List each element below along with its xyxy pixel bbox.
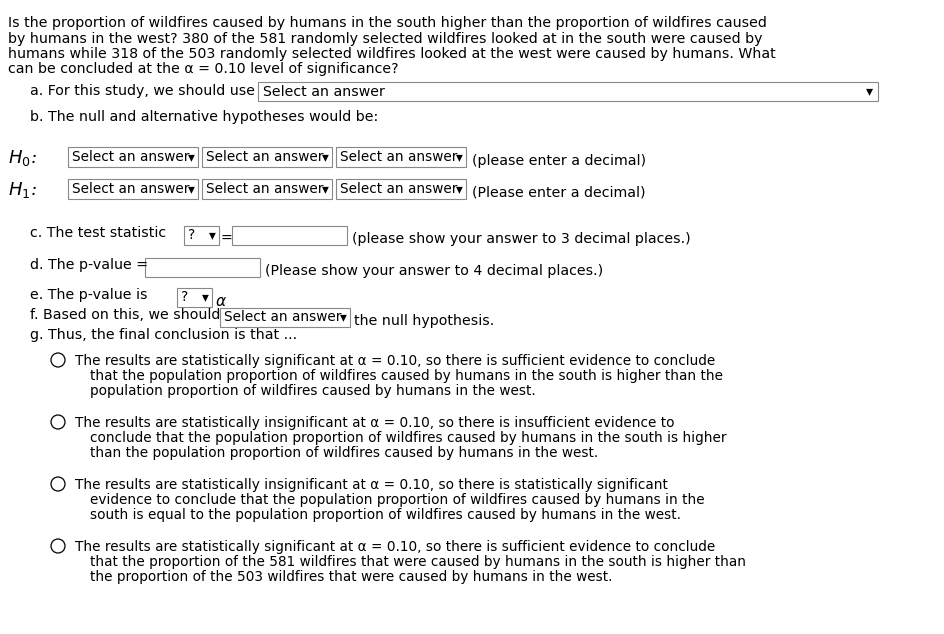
Bar: [68, 179, 198, 199]
Bar: [202, 147, 331, 167]
Text: ▾: ▾: [456, 182, 463, 196]
Text: b. The null and alternative hypotheses would be:: b. The null and alternative hypotheses w…: [30, 110, 378, 124]
Bar: [336, 179, 465, 199]
Text: $\alpha$: $\alpha$: [215, 294, 227, 309]
Text: ▾: ▾: [209, 228, 215, 242]
Text: e. The p-value is: e. The p-value is: [30, 288, 147, 302]
Text: Select an answer: Select an answer: [224, 310, 341, 324]
Text: that the proportion of the 581 wildfires that were caused by humans in the south: that the proportion of the 581 wildfires…: [90, 555, 745, 569]
Bar: [220, 307, 349, 327]
Text: $H_1$:: $H_1$:: [8, 180, 37, 200]
Text: ▾: ▾: [322, 150, 329, 164]
Text: f. Based on this, we should: f. Based on this, we should: [30, 308, 220, 322]
Text: ▾: ▾: [188, 150, 194, 164]
Text: by humans in the west? 380 of the 581 randomly selected wildfires looked at in t: by humans in the west? 380 of the 581 ra…: [8, 32, 762, 46]
Text: (Please show your answer to 4 decimal places.): (Please show your answer to 4 decimal pl…: [264, 264, 602, 278]
Text: the proportion of the 503 wildfires that were caused by humans in the west.: the proportion of the 503 wildfires that…: [90, 570, 612, 584]
Text: than the population proportion of wildfires caused by humans in the west.: than the population proportion of wildfi…: [90, 446, 598, 460]
Text: d. The p-value =: d. The p-value =: [30, 258, 148, 272]
Text: =: =: [221, 232, 232, 246]
Bar: [184, 226, 219, 245]
Text: Select an answer: Select an answer: [340, 150, 457, 164]
Text: (please show your answer to 3 decimal places.): (please show your answer to 3 decimal pl…: [351, 232, 690, 246]
Text: ▾: ▾: [322, 182, 329, 196]
Text: ▾: ▾: [456, 150, 463, 164]
Text: (please enter a decimal): (please enter a decimal): [471, 154, 646, 168]
Text: ▾: ▾: [340, 310, 346, 324]
Text: humans while 318 of the 503 randomly selected wildfires looked at the west were : humans while 318 of the 503 randomly sel…: [8, 47, 775, 61]
Text: Select an answer: Select an answer: [72, 150, 189, 164]
Bar: [68, 147, 198, 167]
Text: the null hypothesis.: the null hypothesis.: [354, 314, 494, 328]
Text: can be concluded at the α = 0.10 level of significance?: can be concluded at the α = 0.10 level o…: [8, 63, 398, 77]
Text: The results are statistically insignificant at α = 0.10, so there is insufficien: The results are statistically insignific…: [75, 416, 674, 430]
Bar: [177, 288, 211, 307]
Text: population proportion of wildfires caused by humans in the west.: population proportion of wildfires cause…: [90, 384, 535, 398]
Bar: [258, 82, 877, 101]
Text: ▾: ▾: [865, 84, 872, 98]
Bar: [202, 179, 331, 199]
Text: The results are statistically insignificant at α = 0.10, so there is statistical: The results are statistically insignific…: [75, 478, 667, 492]
Text: conclude that the population proportion of wildfires caused by humans in the sou: conclude that the population proportion …: [90, 431, 726, 445]
Text: ▾: ▾: [202, 290, 209, 304]
Bar: [336, 147, 465, 167]
Text: $H_0$:: $H_0$:: [8, 148, 37, 168]
Text: Select an answer: Select an answer: [72, 182, 189, 196]
Text: Select an answer: Select an answer: [206, 182, 323, 196]
Text: The results are statistically significant at α = 0.10, so there is sufficient ev: The results are statistically significan…: [75, 540, 715, 554]
Text: that the population proportion of wildfires caused by humans in the south is hig: that the population proportion of wildfi…: [90, 369, 722, 383]
Text: Select an answer: Select an answer: [206, 150, 323, 164]
Text: ?: ?: [181, 290, 188, 304]
Bar: [144, 258, 260, 277]
Text: south is equal to the population proportion of wildfires caused by humans in the: south is equal to the population proport…: [90, 508, 681, 522]
Text: Select an answer: Select an answer: [262, 84, 384, 98]
Text: Select an answer: Select an answer: [340, 182, 457, 196]
Text: Is the proportion of wildfires caused by humans in the south higher than the pro: Is the proportion of wildfires caused by…: [8, 16, 767, 30]
Text: (Please enter a decimal): (Please enter a decimal): [471, 186, 645, 200]
Text: evidence to conclude that the population proportion of wildfires caused by human: evidence to conclude that the population…: [90, 493, 704, 507]
Text: ?: ?: [188, 228, 195, 242]
Text: ▾: ▾: [188, 182, 194, 196]
Text: g. Thus, the final conclusion is that ...: g. Thus, the final conclusion is that ..…: [30, 328, 296, 342]
Text: The results are statistically significant at α = 0.10, so there is sufficient ev: The results are statistically significan…: [75, 354, 715, 368]
Text: c. The test statistic: c. The test statistic: [30, 226, 166, 240]
Bar: [232, 226, 346, 245]
Text: a. For this study, we should use: a. For this study, we should use: [30, 84, 255, 98]
